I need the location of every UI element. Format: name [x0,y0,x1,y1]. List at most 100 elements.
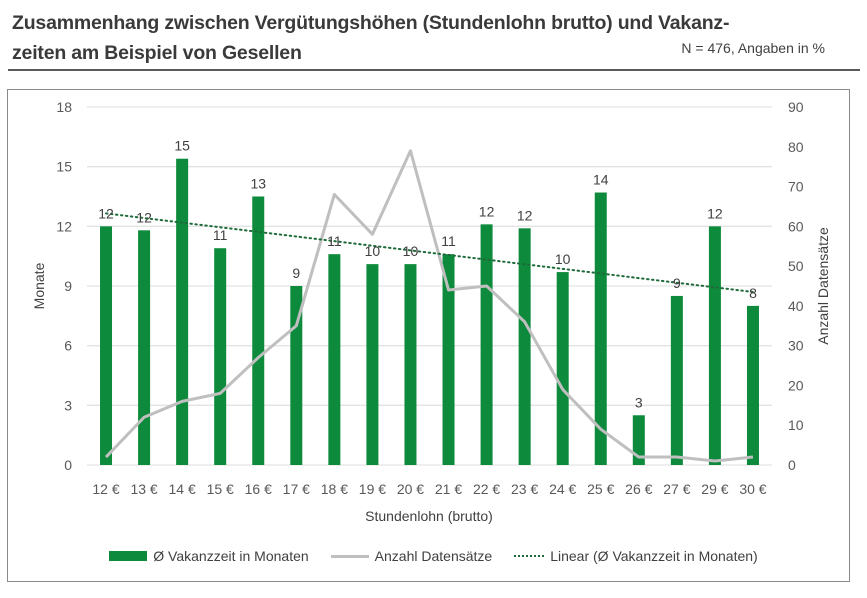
bar [556,272,569,465]
bar-data-label: 8 [749,285,757,301]
x-tick-label: 15 € [207,481,234,497]
x-tick-label: 24 € [549,481,576,497]
y2-tick-label: 30 [788,338,804,354]
bar-data-label: 9 [673,275,681,291]
chart-title: Zusammenhang zwischen Vergütungshöhen (S… [12,8,832,68]
legend-item-trend: Linear (Ø Vakanzzeit in Monaten) [514,548,758,564]
right-axis-ticks: 0 10 20 30 40 50 60 70 80 90 [788,99,804,473]
x-tick-label: 16 € [245,481,272,497]
bar-data-label: 3 [635,394,643,410]
bar [708,226,721,465]
y2-tick-label: 50 [788,258,804,274]
legend-label-bars: Ø Vakanzzeit in Monaten [153,548,309,564]
bar-data-label: 11 [213,227,228,243]
bar-data-label: 15 [174,138,190,154]
legend-label-trend: Linear (Ø Vakanzzeit in Monaten) [550,548,758,564]
bar [100,226,113,465]
x-tick-label: 30 € [739,481,766,497]
y2-tick-label: 70 [788,179,804,195]
x-tick-label: 17 € [283,481,310,497]
x-tick-label: 21 € [435,481,462,497]
y-tick-label: 18 [56,99,72,115]
header-divider [8,69,860,71]
x-tick-label: 19 € [359,481,386,497]
x-tick-label: 18 € [321,481,348,497]
bar [632,415,645,465]
bar-data-label: 12 [136,209,152,225]
x-tick-label: 26 € [625,481,652,497]
data-labels: 12 12 15 11 13 9 11 10 10 11 12 12 10 14 3 9 12 8 [98,138,757,411]
bar-data-label: 10 [403,243,419,259]
bar-data-label: 10 [365,243,381,259]
bar [138,230,151,465]
y2-tick-label: 90 [788,99,804,115]
legend-item-line: Anzahl Datensätze [330,548,493,564]
y-tick-label: 6 [64,338,72,354]
bar [670,295,683,465]
x-tick-label: 13 € [130,481,157,497]
bar-data-label: 12 [98,205,114,221]
bar [442,254,455,465]
line-series [104,149,754,463]
bar-data-label: 12 [707,205,723,221]
x-tick-label: 14 € [169,481,196,497]
bar-data-label: 11 [441,233,456,249]
y-axis-title: Monate [31,262,47,309]
y2-axis-title: Anzahl Datensätze [815,227,831,345]
y-tick-label: 3 [64,397,72,413]
bar [594,192,607,465]
y2-tick-label: 20 [788,377,804,393]
x-axis-ticks: 12 € 13 € 14 € 15 € 16 € 17 € 18 € 19 € 20 € 21 €… [92,481,766,497]
bar [328,254,341,465]
x-tick-label: 20 € [397,481,424,497]
y2-tick-label: 80 [788,139,804,155]
bar-data-label: 11 [327,233,342,249]
bar-data-label: 12 [517,207,533,223]
left-axis-ticks: 0 3 6 9 12 15 18 [56,99,72,473]
x-tick-label: 22 € [473,481,500,497]
trend-series [105,212,754,293]
bar [252,196,265,465]
chart-title-line2: zeiten am Beispiel von Gesellen [12,42,302,64]
y2-tick-label: 0 [788,457,796,473]
bar-series [100,158,759,465]
bar-data-label: 14 [593,172,609,188]
bar [404,264,417,465]
bar-data-label: 10 [555,251,571,267]
y-tick-label: 15 [56,159,72,175]
y-tick-label: 0 [64,457,72,473]
x-axis-title: Stundenlohn (brutto) [365,508,493,524]
legend-item-bars: Ø Vakanzzeit in Monaten [109,548,309,564]
bar [746,305,759,465]
legend: Ø Vakanzzeit in Monaten Anzahl Datensätz… [0,548,867,564]
chart-frame [7,89,850,582]
legend-bar-swatch [109,551,148,561]
gridlines [87,106,772,466]
bar [214,248,227,465]
bar-data-label: 9 [292,265,300,281]
y2-tick-label: 10 [788,417,804,433]
y-tick-label: 9 [64,278,72,294]
bar-data-label: 13 [250,176,266,192]
sample-size-note: N = 476, Angaben in % [681,40,825,56]
bar [290,286,303,465]
x-tick-label: 29 € [701,481,728,497]
legend-trend-swatch [514,555,545,557]
y2-tick-label: 40 [788,298,804,314]
bar [176,158,189,465]
x-tick-label: 27 € [663,481,690,497]
x-tick-label: 23 € [511,481,538,497]
x-tick-label: 25 € [587,481,614,497]
y2-tick-label: 60 [788,218,804,234]
line-series-path [104,149,754,463]
chart-title-line1: Zusammenhang zwischen Vergütungshöhen (S… [12,12,730,34]
bar [366,264,379,465]
y-tick-label: 12 [56,218,72,234]
bar [480,224,493,465]
x-tick-label: 12 € [92,481,119,497]
trend-line [105,212,754,293]
bar [518,228,531,465]
legend-label-line: Anzahl Datensätze [374,548,493,564]
bar-data-label: 12 [479,203,495,219]
